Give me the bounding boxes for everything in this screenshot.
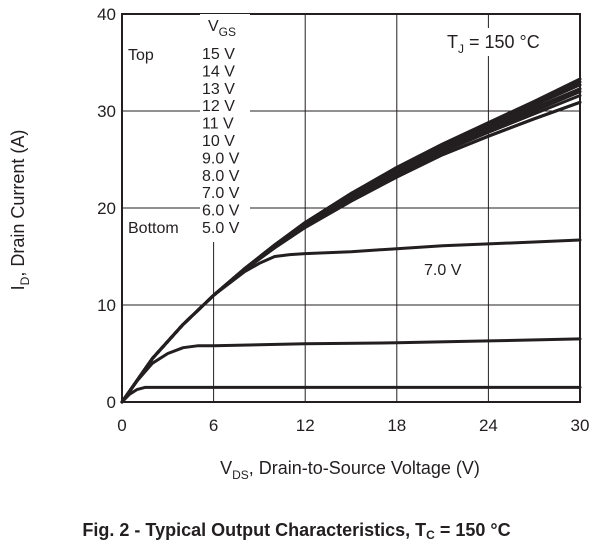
series-line (120, 87, 582, 404)
y-tick-label: 0 (107, 393, 116, 412)
series-line (120, 385, 582, 404)
legend-entry: 13 V (202, 81, 235, 98)
curve-label-7v: 7.0 V (424, 262, 462, 279)
legend-entry: 14 V (202, 63, 235, 80)
legend-entry: 10 V (202, 133, 235, 150)
x-tick-label: 0 (117, 416, 126, 435)
curve-label-background (420, 258, 478, 280)
curves (120, 77, 582, 404)
x-axis-label: VDS, Drain-to-Source Voltage (V) (220, 458, 480, 482)
x-tick-label: 30 (571, 416, 590, 435)
legend-entry: 6.0 V (202, 203, 240, 220)
legend-entry: 15 V (202, 46, 235, 63)
legend-header: VGS (208, 18, 236, 39)
junction-temperature-label: TJ = 150 °C (447, 32, 540, 56)
legend-entry: 7.0 V (202, 185, 240, 202)
output-characteristics-chart: 0 6 12 18 24 30 0 10 20 30 40 VGS Top Bottom 15 V… (8, 5, 589, 482)
y-tick-label: 30 (97, 102, 116, 121)
series-line (120, 90, 582, 404)
legend-entry: 5.0 V (202, 220, 240, 237)
x-tick-label: 24 (479, 416, 498, 435)
caption-subscript: C (426, 528, 435, 542)
legend-entries: 15 V14 V13 V12 V11 V10 V9.0 V8.0 V7.0 V6… (202, 46, 240, 237)
y-tick-labels: 0 10 20 30 40 (97, 5, 116, 412)
y-tick-label: 40 (97, 5, 116, 24)
legend-entry: 11 V (202, 116, 234, 133)
caption-prefix: Fig. 2 - Typical Output Characteristics,… (82, 520, 427, 540)
figure-caption: Fig. 2 - Typical Output Characteristics,… (0, 520, 593, 542)
legend-entry: 9.0 V (202, 150, 240, 167)
y-axis-label: ID, Drain Current (A) (8, 130, 32, 291)
legend-entry: 8.0 V (202, 168, 240, 185)
x-tick-label: 18 (387, 416, 406, 435)
legend-bottom-label: Bottom (128, 220, 179, 237)
y-tick-label: 10 (97, 296, 116, 315)
caption-suffix: = 150 °C (434, 520, 511, 540)
x-tick-label: 6 (209, 416, 218, 435)
grid-lines (122, 14, 580, 402)
legend-top-label: Top (128, 47, 154, 64)
annotation-background (440, 28, 560, 56)
x-tick-label: 12 (296, 416, 315, 435)
legend-entry: 12 V (202, 98, 235, 115)
legend: VGS Top Bottom 15 V14 V13 V12 V11 V10 V9… (128, 14, 250, 242)
series-line (120, 337, 582, 404)
series-line (120, 238, 582, 404)
series-line (120, 94, 582, 404)
y-tick-label: 20 (97, 199, 116, 218)
x-tick-labels: 0 6 12 18 24 30 (117, 416, 589, 435)
plot-frame (121, 13, 581, 403)
legend-background (200, 14, 250, 242)
